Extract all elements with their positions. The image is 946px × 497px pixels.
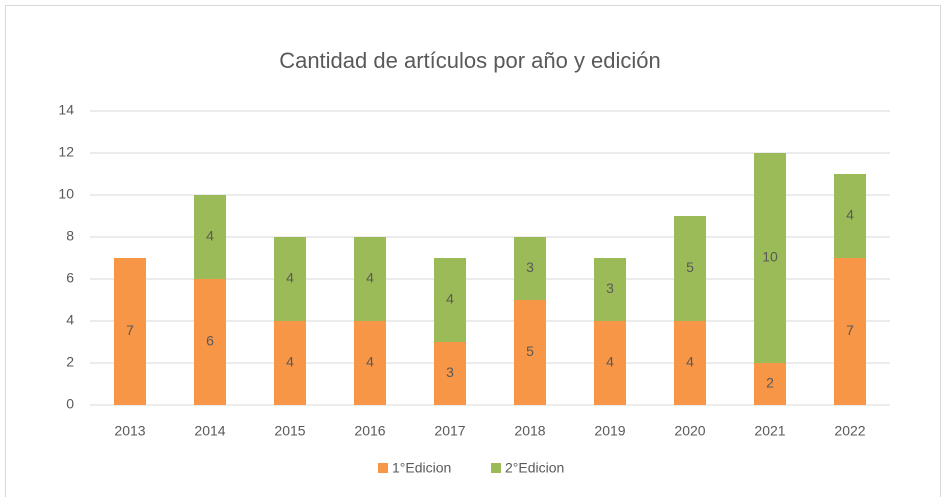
bar-segment <box>514 300 546 405</box>
bar-segment <box>434 342 466 405</box>
bar-segment <box>754 363 786 405</box>
x-tick-label: 2019 <box>594 423 625 439</box>
bar-segment <box>754 153 786 363</box>
bar-segment <box>834 174 866 258</box>
data-label: 4 <box>446 291 454 307</box>
chart-border <box>5 5 941 497</box>
data-label: 4 <box>286 270 294 286</box>
y-tick-label: 0 <box>66 396 74 412</box>
y-tick-label: 14 <box>58 102 74 118</box>
data-label: 5 <box>526 343 534 359</box>
bar-segment <box>354 321 386 405</box>
data-label: 10 <box>762 249 778 265</box>
x-tick-label: 2014 <box>194 423 225 439</box>
data-label: 7 <box>846 322 854 338</box>
x-tick-label: 2017 <box>434 423 465 439</box>
legend-label: 1°Edicion <box>392 460 451 476</box>
bar-segment <box>834 258 866 405</box>
x-tick-label: 2018 <box>514 423 545 439</box>
data-label: 2 <box>766 375 774 391</box>
bar-segment <box>674 216 706 321</box>
data-label: 6 <box>206 333 214 349</box>
bar-segment <box>354 237 386 321</box>
y-tick-label: 10 <box>58 186 74 202</box>
bar-segment <box>274 321 306 405</box>
data-label: 3 <box>606 280 614 296</box>
y-tick-label: 8 <box>66 228 74 244</box>
bar-segment <box>194 195 226 279</box>
data-label: 4 <box>606 354 614 370</box>
data-label: 4 <box>286 354 294 370</box>
data-label: 3 <box>526 259 534 275</box>
bar-segment <box>594 321 626 405</box>
legend-swatch <box>378 463 388 473</box>
data-label: 3 <box>446 364 454 380</box>
data-label: 4 <box>206 228 214 244</box>
data-label: 4 <box>686 354 694 370</box>
bar-segment <box>674 321 706 405</box>
bar-segment <box>274 237 306 321</box>
y-tick-label: 2 <box>66 354 74 370</box>
x-tick-label: 2020 <box>674 423 705 439</box>
y-tick-label: 6 <box>66 270 74 286</box>
y-tick-label: 12 <box>58 144 74 160</box>
x-tick-label: 2016 <box>354 423 385 439</box>
legend-label: 2°Edicion <box>505 460 564 476</box>
x-tick-label: 2015 <box>274 423 305 439</box>
legend-swatch <box>491 463 501 473</box>
bar-segment <box>514 237 546 300</box>
data-label: 7 <box>126 322 134 338</box>
x-tick-label: 2021 <box>754 423 785 439</box>
bar-segment <box>434 258 466 342</box>
bar-segment <box>594 258 626 321</box>
bar-segment <box>194 279 226 405</box>
chart-title: Cantidad de artículos por año y edición <box>279 48 661 73</box>
data-label: 4 <box>366 354 374 370</box>
data-label: 4 <box>366 270 374 286</box>
data-label: 5 <box>686 259 694 275</box>
x-tick-label: 2022 <box>834 423 865 439</box>
y-tick-label: 4 <box>66 312 74 328</box>
bar-segment <box>114 258 146 405</box>
x-tick-label: 2013 <box>114 423 145 439</box>
data-label: 4 <box>846 207 854 223</box>
